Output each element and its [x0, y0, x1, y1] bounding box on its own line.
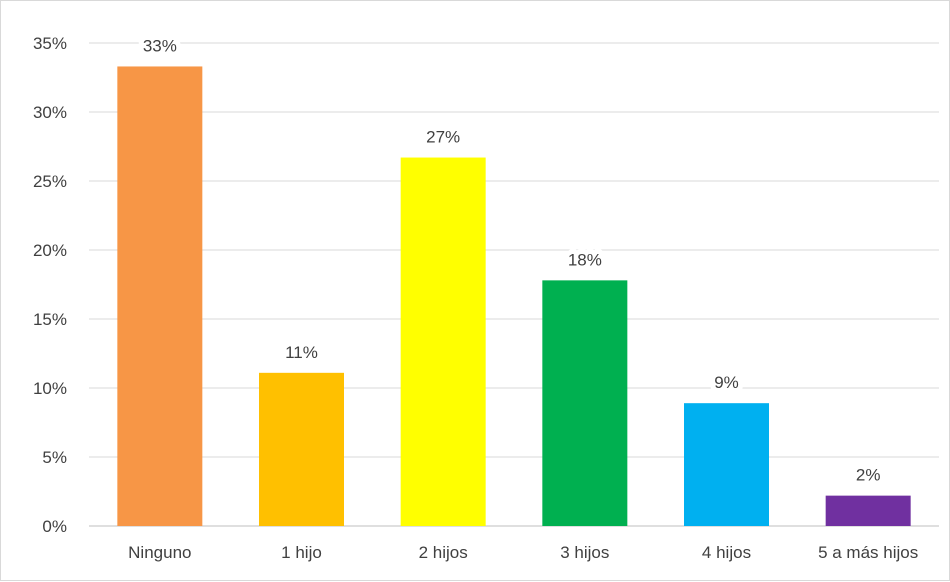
y-tick-label: 30%	[33, 103, 67, 122]
data-labels: 33% 11% 27% 18% 9% 2%	[138, 31, 886, 489]
y-tick-label: 15%	[33, 310, 67, 329]
bar-5	[825, 495, 911, 526]
x-tick-label: 5 a más hijos	[818, 543, 918, 562]
data-label: 33%	[143, 36, 177, 55]
bar-3	[542, 280, 628, 526]
y-tick-label: 25%	[33, 172, 67, 191]
y-tick-label: 35%	[33, 34, 67, 53]
y-tick-label: 0%	[42, 517, 67, 536]
bars	[117, 66, 911, 527]
data-label: 11%	[285, 343, 318, 362]
bar-2	[400, 157, 486, 527]
y-axis-ticks: 0% 5% 10% 15% 20% 25% 30% 35%	[33, 34, 67, 536]
x-tick-label: 4 hijos	[702, 543, 751, 562]
y-tick-label: 5%	[42, 448, 67, 467]
bar-4	[684, 403, 769, 526]
data-label: 2%	[856, 466, 881, 485]
y-tick-label: 20%	[33, 241, 67, 260]
x-tick-label: Ninguno	[128, 543, 191, 562]
gridlines	[89, 42, 939, 527]
bar-0	[117, 66, 203, 527]
x-axis-ticks: Ninguno 1 hijo 2 hijos 3 hijos 4 hijos 5 a má…	[128, 543, 918, 562]
y-tick-label: 10%	[33, 379, 67, 398]
x-tick-label: 3 hijos	[560, 543, 609, 562]
data-label: 18%	[568, 250, 602, 269]
data-label: 9%	[714, 373, 739, 392]
data-label: 27%	[426, 128, 460, 147]
x-tick-label: 1 hijo	[281, 543, 322, 562]
bar-1	[259, 372, 344, 526]
x-tick-label: 2 hijos	[419, 543, 468, 562]
